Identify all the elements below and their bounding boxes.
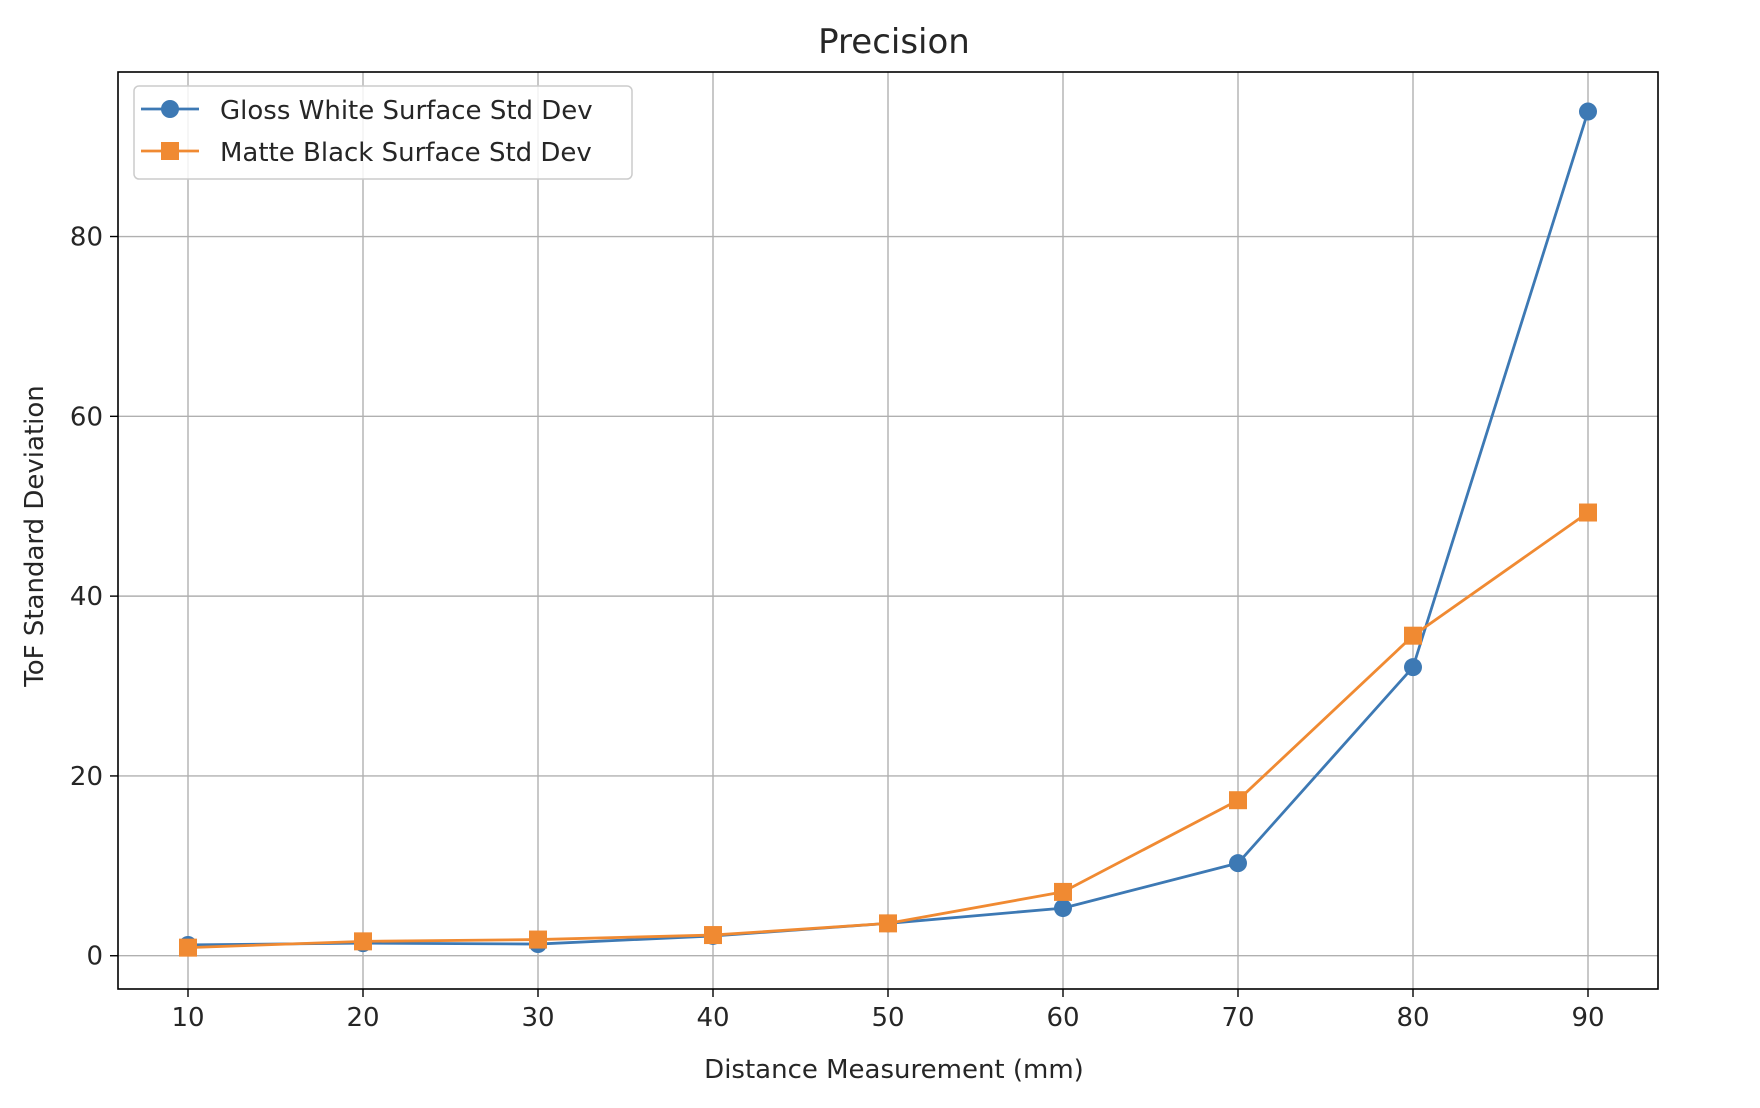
legend: Gloss White Surface Std Dev Matte Black … (133, 85, 633, 180)
legend-marker-gloss-white (161, 100, 179, 118)
y-tick-label: 60 (70, 402, 103, 432)
x-tick-label: 90 (1571, 1003, 1604, 1033)
y-tick-label: 80 (70, 223, 103, 253)
legend-item-gloss-white: Gloss White Surface Std Dev (141, 96, 593, 126)
y-tick-label: 0 (86, 942, 103, 972)
legend-marker-matte-black (161, 142, 179, 160)
data-point (879, 914, 897, 933)
y-axis-label: ToF Standard Deviation (20, 385, 50, 688)
chart-title: Precision (818, 22, 970, 62)
x-tick-label: 60 (1046, 1003, 1079, 1033)
x-tick-label: 40 (696, 1003, 729, 1033)
legend-box (133, 85, 633, 180)
legend-label-matte-black: Matte Black Surface Std Dev (220, 138, 592, 168)
grid-lines (118, 72, 1658, 989)
data-point (354, 932, 372, 951)
data-point (1054, 882, 1072, 901)
data-point (1054, 899, 1072, 918)
x-tick-label: 50 (871, 1003, 904, 1033)
x-tick-label: 20 (346, 1003, 379, 1033)
legend-label-gloss-white: Gloss White Surface Std Dev (220, 96, 593, 126)
y-tick-label: 20 (70, 762, 103, 792)
x-tick-label: 30 (521, 1003, 554, 1033)
series-matte-black-surface-std-dev (179, 503, 1597, 957)
legend-item-matte-black: Matte Black Surface Std Dev (141, 138, 592, 168)
data-point (1579, 102, 1597, 121)
x-tick-label: 70 (1221, 1003, 1254, 1033)
x-axis-label: Distance Measurement (mm) (704, 1055, 1084, 1085)
data-point (704, 926, 722, 945)
x-tick-label: 10 (171, 1003, 204, 1033)
data-point (1404, 626, 1422, 645)
axis-ticks: 10 20 30 40 50 60 70 80 90 0 20 40 60 80 (70, 223, 1605, 1033)
data-point (529, 930, 547, 949)
y-tick-label: 40 (70, 582, 103, 612)
data-point (1229, 791, 1247, 810)
data-point (1579, 503, 1597, 522)
series-layer (179, 102, 1597, 957)
data-point (1229, 854, 1247, 873)
data-point (1404, 658, 1422, 677)
data-point (179, 938, 197, 957)
x-tick-label: 80 (1396, 1003, 1429, 1033)
